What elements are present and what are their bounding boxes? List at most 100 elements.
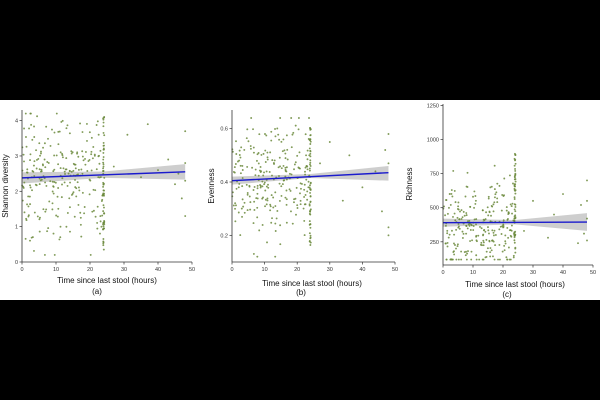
panel-a-data-point [33,211,36,214]
panel-b-data-point [308,147,311,150]
panel-a-data-point [102,244,105,247]
panel-a-x-ticks: 0 10 20 30 40 50 [20,262,195,273]
panel-a-data-point [59,236,62,239]
panel-a-data-point [84,151,87,153]
panel-a-data-point [102,248,105,251]
panel-a-trend-line [21,171,186,179]
panel-a-data-point [39,154,41,157]
panel-b-data-point [266,158,269,161]
panel-a-data-point [101,214,104,217]
panel-b-data-point [308,117,310,119]
panel-a-data-point [79,122,82,125]
panel-a-data-point [60,196,63,199]
panel-b-data-point [274,222,277,225]
panel-b-data-point [303,183,306,186]
panel-b-data-point [305,154,308,157]
panel-b-data-point [285,221,288,224]
panel-c-data-point [448,206,450,209]
panel-b-data-point [341,199,344,202]
panel-b-data-point [309,210,312,213]
panel-b-data-point [291,133,294,136]
panel-a-data-point [91,157,94,160]
panel-c-data-point [469,205,472,208]
panel-b-data-point [246,192,249,194]
panel-a-data-point [57,187,60,189]
panel-a-data-point [102,156,105,159]
panel-a-data-point [23,160,25,163]
panel-c-data-point [457,205,460,208]
panel-c-data-point [465,225,468,228]
panel-a-data-point [29,186,32,189]
panel-c-data-point [488,232,490,235]
panel-c-data-point [562,193,564,195]
panel-b-data-point [293,201,295,204]
panel-a-data-point [52,185,55,188]
panel-c-data-point [513,239,516,242]
panel-b-data-point [266,151,269,154]
panel-b-data-point [270,194,273,197]
panel-c-data-point [472,225,475,227]
panel-b-data-point [309,223,312,226]
panel-a-data-point [86,169,89,172]
panel-a-data-point [45,208,48,211]
panel-b-data-point [304,133,307,136]
panel-c-data-point [502,219,505,222]
panel-a-data-point [72,162,75,165]
panel-c-data-point [507,212,510,215]
panel-a-data-point [102,241,105,244]
panel-c-data-point [577,242,579,245]
panel-c-data-point [473,206,476,209]
panel-a-data-point [51,180,54,183]
panel-c-data-point [513,152,516,155]
panel-b-data-point [235,140,237,143]
panel-b-data-point [281,183,284,186]
panel-b-data-point [261,197,264,200]
panel-b-data-point [294,197,297,200]
panel-c-data-point [494,193,497,196]
panel-c-trend [442,221,588,224]
panel-a-data-point [49,180,52,183]
panel-b-data-point [269,203,272,206]
panel-b-data-point [256,187,259,190]
panel-b-data-point [276,127,279,130]
panel-c-data-point [450,258,453,261]
panel-a-data-point [94,189,97,192]
panel-a-data-point [55,154,58,157]
panel-a-data-point [74,163,77,166]
panel-a-data-point [66,184,69,187]
panel-a-data-point [84,157,86,160]
panel-b-data-point [299,199,302,202]
panel-a-data-point [96,120,99,123]
panel-c-data-point [504,240,507,243]
panel-c-data-point [449,203,452,206]
panel-c-data-point [514,168,517,170]
panel-a-data-point [53,154,56,157]
panel-b-data-point [254,168,257,171]
panel-a-panel-label: (a) [92,287,102,296]
panel-a-data-point [23,181,26,184]
panel-b-data-point [274,230,277,232]
panel-a-data-point [100,225,103,228]
panel-b-data-point [231,191,234,194]
panel-c-data-point [461,230,464,233]
panel-b-data-point [247,140,250,143]
panel-a-data-point [74,178,76,181]
panel-a-y-tick-label: 2 [15,189,18,195]
panel-c-data-point [506,258,509,261]
panel-a-data-point [73,215,76,218]
panel-a-data-point [75,195,78,198]
panel-b-data-point [239,156,242,159]
panel-c-data-point [485,255,488,258]
panel-b-data-point [235,204,237,207]
panel-c-data-point [444,214,447,217]
panel-c-data-point [453,233,456,236]
panel-a-data-point [103,116,105,119]
panel-a-data-point [55,112,58,115]
panel-c-data-point [472,195,474,198]
panel-a-data-point [29,153,32,156]
panel-a-data-point [29,159,31,162]
panel-c-data-point [586,239,588,242]
panel-c-data-point [480,241,483,244]
panel-b-ci-band [232,166,389,185]
panel-a-data-point [43,158,46,161]
